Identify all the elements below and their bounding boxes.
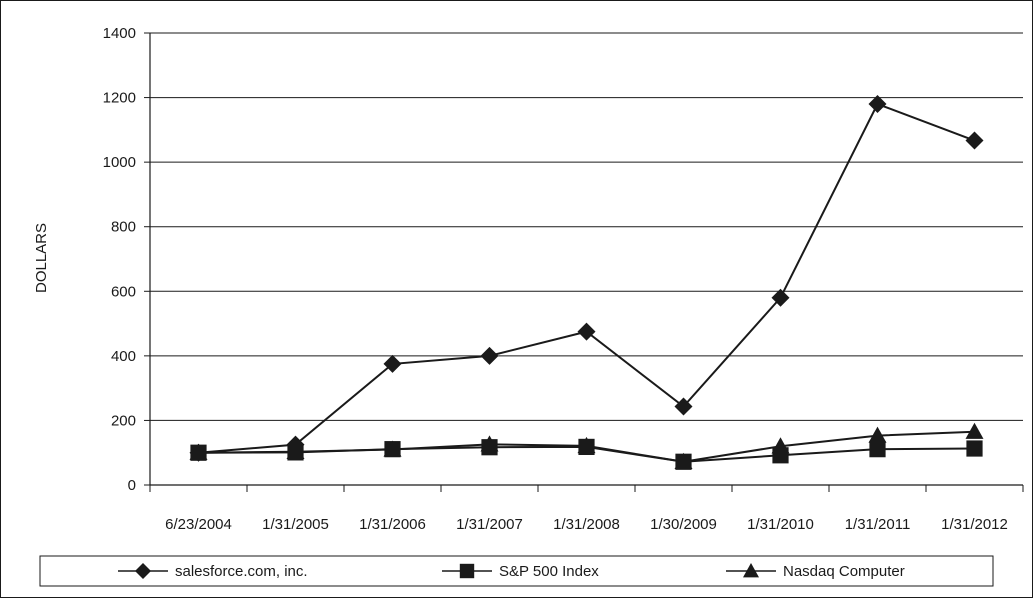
y-tick-labels: 0 200 400 600 800 1000 1200 1400 [103,25,136,494]
legend-marker-diamond [135,563,151,579]
legend-item-salesforce-com-inc: salesforce.com, inc. [118,563,308,580]
y-tick-label: 200 [111,412,136,429]
x-tick-label: 1/31/2008 [553,516,620,533]
data-point-square [966,440,983,457]
data-point-triangle [480,435,499,452]
legend-item-s-p-500-index: S&P 500 Index [442,563,599,580]
data-point-diamond [771,288,790,307]
data-point-diamond [383,354,402,373]
data-point-diamond [965,131,984,150]
x-tick-label: 1/30/2009 [650,516,717,533]
data-point-diamond [577,322,596,341]
legend-label: Nasdaq Computer [783,563,905,580]
x-tick-label: 6/23/2004 [165,516,232,533]
gridlines [144,32,1023,486]
data-point-triangle [868,426,887,443]
x-tick-label: 1/31/2005 [262,516,329,533]
legend-marker-triangle [743,563,759,578]
x-tick-label: 1/31/2007 [456,516,523,533]
y-tick-label: 0 [128,477,136,494]
data-point-diamond [868,95,887,114]
data-point-square [869,441,886,458]
data-point-triangle [965,422,984,439]
legend-marker-square [459,563,475,579]
x-tick-labels: 6/23/2004 1/31/2005 1/31/2006 1/31/2007 1/31… [165,516,1008,533]
y-tick-label: 400 [111,348,136,365]
data-point-triangle [189,443,208,460]
series-nasdaq-computer [189,422,984,469]
data-point-triangle [383,440,402,457]
legend: salesforce.com, inc. S&P 500 Index Nasdaq … [39,555,994,587]
y-tick-label: 800 [111,219,136,236]
data-point-diamond [480,346,499,365]
data-point-triangle [577,436,596,454]
legend-label: salesforce.com, inc. [175,563,308,580]
y-tick-label: 1400 [103,25,136,42]
y-tick-label: 1200 [103,90,136,107]
axes [149,33,1024,492]
legend-label: S&P 500 Index [499,563,599,580]
x-tick-label: 1/31/2006 [359,516,426,533]
legend-box [39,555,994,587]
x-tick-label: 1/31/2012 [941,516,1008,533]
y-tick-label: 600 [111,283,136,300]
data-point-triangle [674,452,693,469]
data-point-triangle [286,442,305,459]
series-group [189,95,984,470]
legend-item-nasdaq-computer: Nasdaq Computer [726,563,905,580]
data-point-triangle [771,437,790,454]
x-tick-label: 1/31/2010 [747,516,814,533]
data-point-diamond [674,397,693,416]
y-axis-title: DOLLARS [33,223,50,293]
x-tick-label: 1/31/2011 [845,516,911,533]
y-tick-label: 1000 [103,154,136,171]
